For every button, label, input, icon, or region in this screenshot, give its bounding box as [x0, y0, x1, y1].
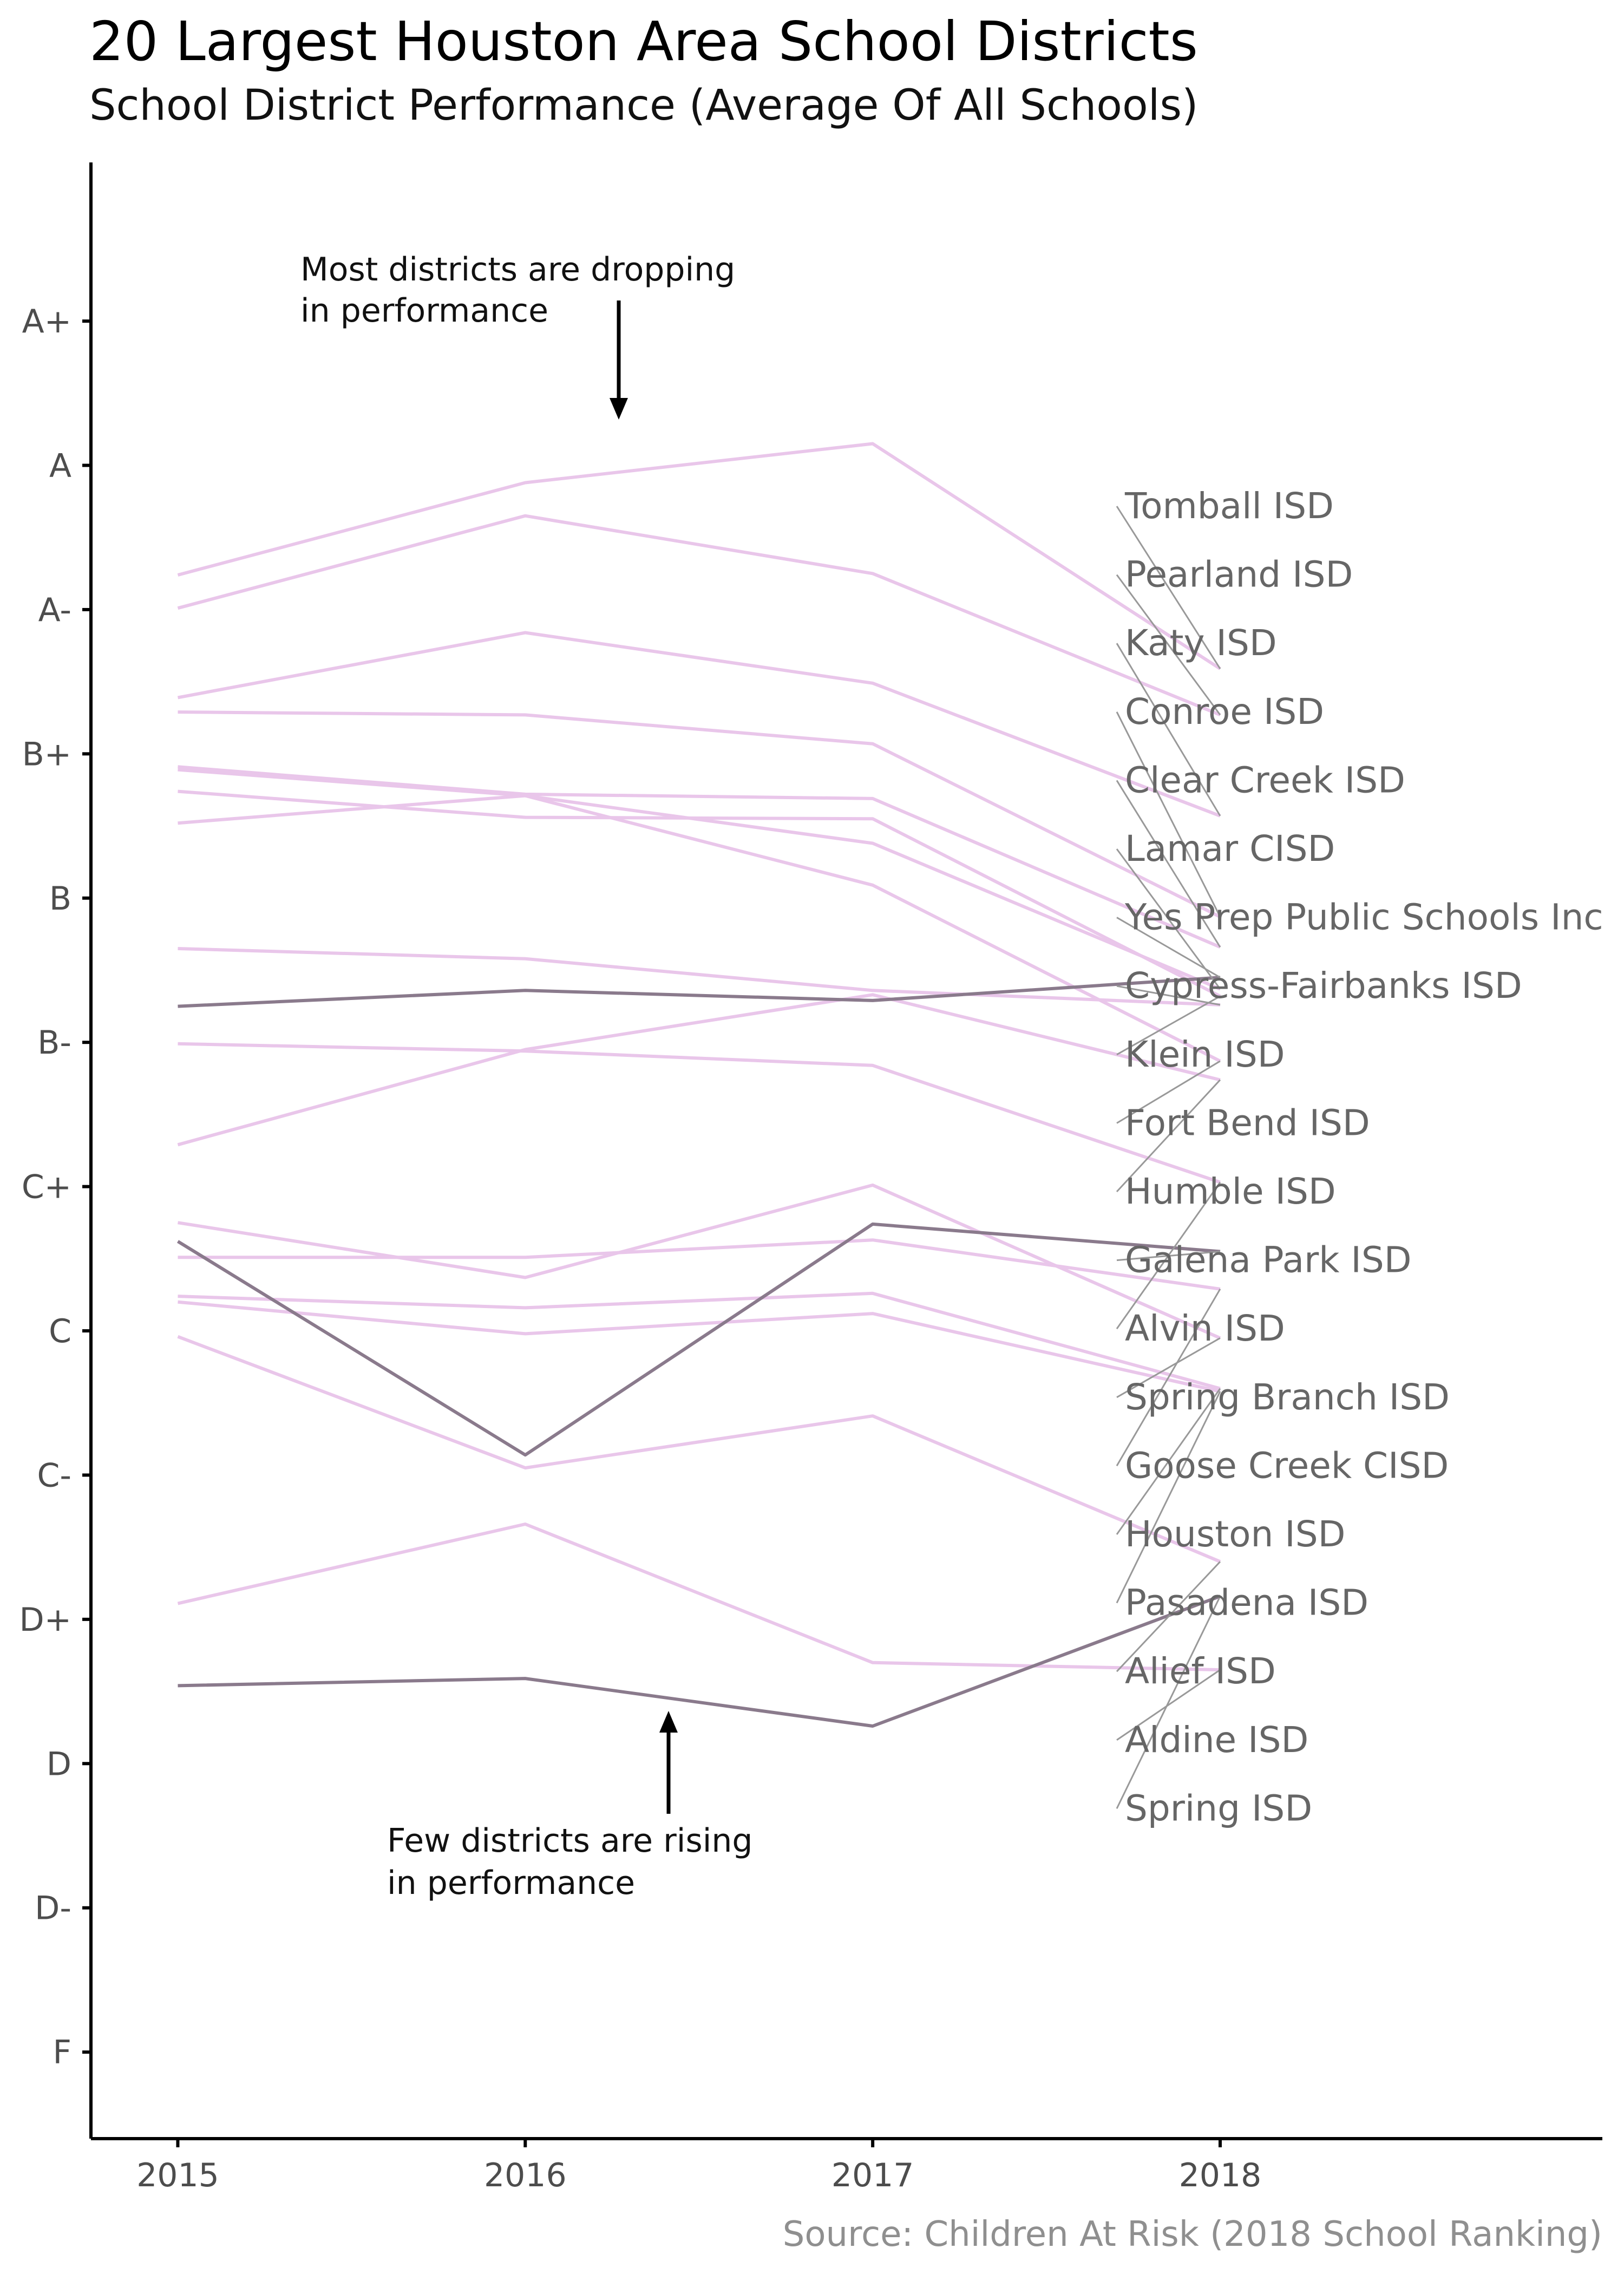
series-line: [177, 1335, 1221, 1564]
leader-line: [1116, 643, 1221, 816]
series-line: [177, 993, 1221, 1147]
y-tick-label: A+: [22, 303, 71, 341]
arrow-up-head-icon: [659, 1711, 678, 1733]
series-line: [178, 1238, 1221, 1291]
annotation-rising-line1: Few districts are rising: [387, 1822, 753, 1860]
y-tick-label: C: [49, 1312, 71, 1350]
series-label: Fort Bend ISD: [1125, 1102, 1370, 1143]
series-line: [178, 1042, 1221, 1184]
series-line: [178, 1291, 1221, 1390]
series-label: Humble ISD: [1125, 1171, 1336, 1212]
label-leader-lines: [1116, 506, 1221, 1809]
series-label: Tomball ISD: [1124, 485, 1334, 527]
falling-series-lines: [177, 442, 1221, 1672]
series-label: Houston ISD: [1125, 1513, 1345, 1555]
leader-line: [1116, 1388, 1221, 1535]
series-line: [178, 947, 1221, 1007]
leader-line: [1116, 1060, 1221, 1124]
x-axis-ticks: 2015 2016 2017 2018: [136, 2139, 1261, 2194]
series-label: Lamar CISD: [1125, 828, 1335, 870]
y-tick-label: C-: [37, 1456, 71, 1494]
series-label: Cypress-Fairbanks ISD: [1125, 965, 1522, 1007]
x-tick-label: 2018: [1179, 2157, 1262, 2194]
series-line: [178, 765, 1221, 949]
y-tick-label: A: [49, 447, 71, 485]
annotation-dropping-line1: Most districts are dropping: [300, 251, 735, 289]
series-label: Pasadena ISD: [1125, 1582, 1368, 1624]
y-tick-label: F: [53, 2034, 71, 2072]
y-tick-label: C+: [22, 1168, 71, 1206]
series-line: [177, 1522, 1221, 1672]
series-line: [178, 976, 1221, 1008]
series-label: Spring ISD: [1125, 1787, 1312, 1829]
series-label: Galena Park ISD: [1125, 1239, 1412, 1281]
leader-line: [1116, 506, 1221, 669]
series-line: [177, 442, 1221, 670]
chart-title: 20 Largest Houston Area School Districts: [89, 10, 1198, 73]
series-label: Alvin ISD: [1125, 1308, 1285, 1349]
series-label: Alief ISD: [1125, 1650, 1276, 1692]
series-label: Katy ISD: [1125, 622, 1277, 664]
y-tick-label: D: [47, 1745, 71, 1783]
series-line: [178, 1300, 1221, 1393]
y-axis-ticks: A+ A A- B+ B B- C+ C C- D+ D D- F: [19, 303, 91, 2072]
source-caption: Source: Children At Risk (2018 School Ra…: [782, 2214, 1602, 2255]
leader-line: [1116, 848, 1221, 990]
leader-line: [1116, 985, 1221, 1006]
annotation-rising: Few districts are rising in performance: [387, 1711, 753, 1902]
y-tick-label: D+: [19, 1601, 71, 1639]
series-line: [177, 631, 1221, 818]
series-line: [178, 1183, 1221, 1340]
leader-line: [1116, 917, 1221, 978]
series-label: Conroe ISD: [1125, 691, 1324, 733]
series-line: [178, 794, 1221, 991]
leader-line: [1116, 1181, 1221, 1330]
annotation-rising-line2: in performance: [387, 1864, 635, 1902]
leader-line: [1116, 711, 1221, 918]
x-tick-label: 2017: [831, 2157, 914, 2194]
series-label: Pearland ISD: [1125, 554, 1353, 596]
leader-line: [1116, 1669, 1221, 1741]
y-tick-label: A-: [38, 591, 71, 629]
y-tick-label: B-: [37, 1024, 71, 1062]
leader-line: [1116, 1289, 1221, 1467]
series-label: Yes Prep Public Schools Inc: [1124, 897, 1603, 938]
series-line: [176, 1222, 1221, 1457]
series-label: Aldine ISD: [1125, 1719, 1308, 1761]
series-line: [178, 710, 1221, 919]
x-tick-label: 2015: [136, 2157, 219, 2194]
leader-line: [1116, 574, 1221, 716]
district-labels: Tomball ISD Pearland ISD Katy ISD Conroe IS…: [1124, 485, 1603, 1829]
leader-line: [1116, 1079, 1221, 1193]
series-label: Clear Creek ISD: [1125, 759, 1405, 801]
series-line: [178, 789, 1221, 998]
annotation-dropping: Most districts are dropping in performan…: [300, 251, 735, 420]
rising-series-lines: [176, 976, 1221, 1728]
leader-line: [1116, 780, 1221, 948]
leader-line: [1116, 995, 1221, 1056]
y-tick-label: D-: [35, 1890, 71, 1927]
annotation-dropping-line2: in performance: [300, 292, 548, 330]
series-label: Goose Creek CISD: [1125, 1445, 1449, 1486]
series-line: [178, 1595, 1221, 1728]
x-tick-label: 2016: [484, 2157, 567, 2194]
leader-line: [1116, 1391, 1221, 1604]
series-line: [178, 768, 1221, 1063]
arrow-down-head-icon: [610, 398, 628, 420]
series-label: Klein ISD: [1125, 1034, 1285, 1075]
chart-subtitle: School District Performance (Average Of …: [89, 81, 1199, 130]
leader-line: [1116, 1561, 1221, 1672]
series-line: [177, 514, 1221, 717]
leader-line: [1116, 1337, 1221, 1399]
series-label: Spring Branch ISD: [1125, 1376, 1450, 1418]
y-tick-label: B+: [22, 735, 71, 773]
y-tick-label: B: [49, 880, 71, 918]
leader-line: [1116, 1596, 1221, 1809]
